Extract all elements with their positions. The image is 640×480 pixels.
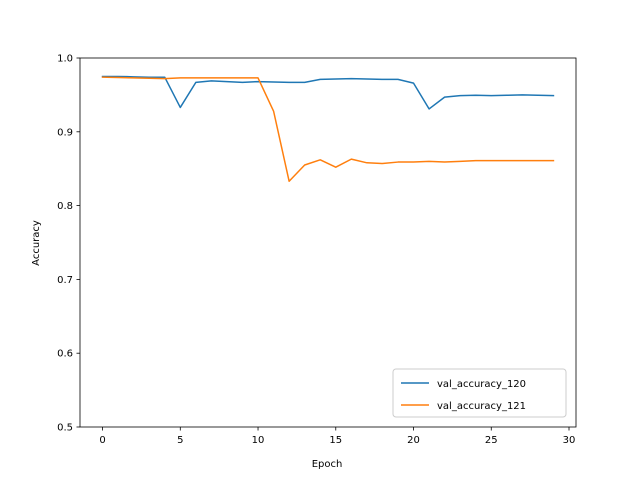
y-tick-label: 0.7 [57, 275, 73, 286]
x-tick-label: 5 [177, 435, 183, 446]
axes-frame [79, 57, 577, 428]
x-tick-label: 20 [407, 435, 420, 446]
series-line-1 [101, 76, 555, 182]
x-axis-ticks: 0 5 10 15 20 25 30 [99, 427, 575, 446]
y-tick-label: 0.9 [57, 127, 73, 138]
x-tick-label: 25 [485, 435, 498, 446]
y-tick-label: 0.5 [57, 423, 73, 434]
y-tick-label: 1.0 [57, 54, 73, 65]
x-tick-label: 0 [99, 435, 105, 446]
legend: val_accuracy_120 val_accuracy_121 [392, 368, 567, 418]
series-line-0 [101, 75, 555, 110]
x-axis-label: Epoch [312, 459, 343, 470]
x-tick-label: 10 [252, 435, 265, 446]
y-axis-ticks: 0.5 0.6 0.7 0.8 0.9 1.0 [57, 54, 80, 434]
series-lines [101, 75, 555, 182]
legend-label-0: val_accuracy_120 [437, 379, 526, 390]
y-tick-label: 0.8 [57, 201, 73, 212]
y-axis-label: Accuracy [31, 220, 42, 266]
x-tick-label: 30 [563, 435, 576, 446]
y-tick-label: 0.6 [57, 349, 73, 360]
axes-spines [79, 57, 577, 428]
legend-box [392, 368, 567, 418]
legend-label-1: val_accuracy_121 [437, 401, 526, 412]
x-tick-label: 15 [329, 435, 342, 446]
